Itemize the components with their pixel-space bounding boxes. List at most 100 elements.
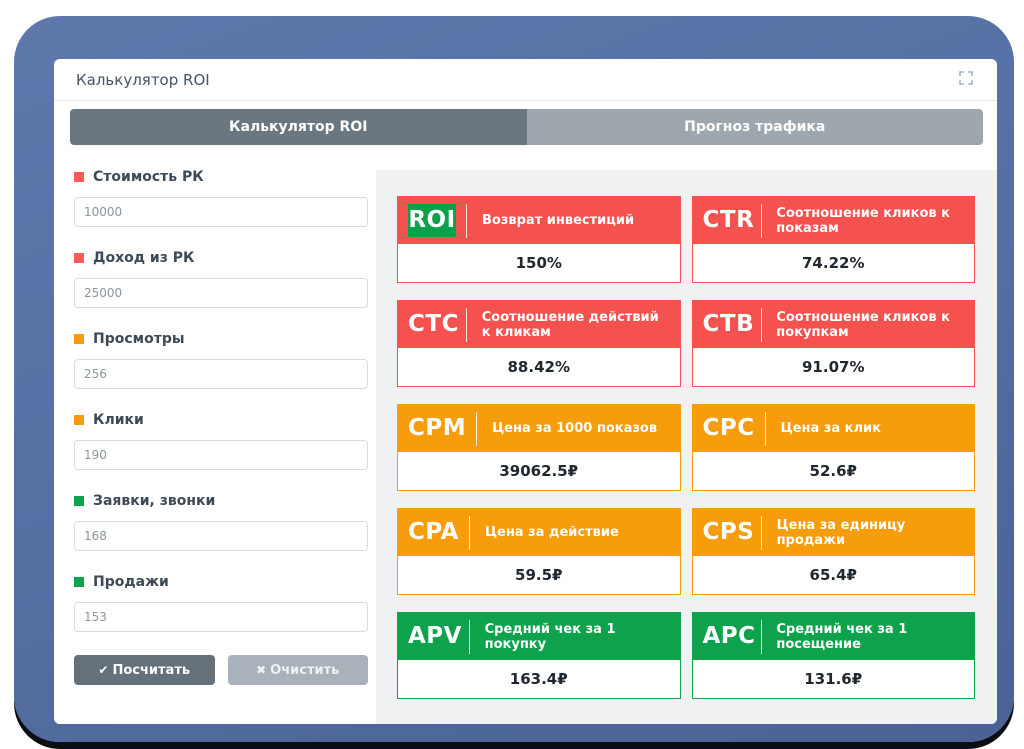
metric-description: Цена за единицу продажи [776, 517, 906, 548]
tab-bar: Калькулятор ROI Прогноз трафика [70, 109, 983, 145]
separator [466, 203, 467, 238]
separator [760, 619, 762, 654]
metric-card-apv: APV Средний чек за 1 покупку 163.4₽ [397, 612, 681, 699]
field-group-clicks: Клики [74, 412, 368, 470]
separator [468, 515, 470, 550]
metric-code: CTR [702, 207, 755, 233]
income-input[interactable] [74, 278, 368, 308]
field-group-sales: Продажи [74, 574, 368, 632]
metric-header: CPC Цена за клик [692, 405, 974, 452]
tab-roi-calculator[interactable]: Калькулятор ROI [70, 109, 527, 145]
metric-header: CPA Цена за действие [398, 509, 680, 556]
window-frame: Калькулятор ROI Калькулятор ROI Прогноз … [14, 16, 1014, 742]
main-content: Стоимость РК Доход из РК Просмотры [54, 145, 997, 724]
metric-header: CPS Цена за единицу продажи [692, 509, 974, 556]
field-label: Заявки, звонки [74, 493, 368, 509]
field-label-text: Заявки, звонки [93, 493, 216, 509]
metric-code: APC [702, 623, 756, 649]
metric-code: CTC [408, 311, 459, 337]
metric-card-ctc: CTC Соотношение действий к кликам 88.42% [397, 300, 681, 387]
metric-value: 52.6₽ [692, 452, 974, 490]
metric-card-apc: APC Средний чек за 1 посещение 131.6₽ [691, 612, 975, 699]
field-label-text: Продажи [93, 574, 169, 590]
views-input[interactable] [74, 359, 368, 389]
metric-card-ctb: CTB Соотношение кликов к покупкам 91.07% [691, 300, 975, 387]
field-label: Клики [74, 412, 368, 428]
metric-code: CTB [702, 311, 755, 337]
metric-description: Цена за действие [484, 525, 619, 540]
red-square-icon [74, 253, 84, 263]
metric-card-cpm: CPM Цена за 1000 показов 39062.5₽ [397, 404, 681, 491]
metric-description: Цена за клик [780, 421, 881, 436]
check-icon: ✔ [98, 663, 109, 677]
metric-value: 91.07% [692, 348, 974, 386]
metric-card-cpc: CPC Цена за клик 52.6₽ [691, 404, 975, 491]
metric-card-roi: ROI Возврат инвестиций 150% [397, 196, 681, 283]
separator [466, 307, 467, 342]
metric-code: CPC [702, 415, 755, 441]
clear-button-label: Очистить [270, 662, 340, 678]
metric-header: APV Средний чек за 1 покупку [398, 613, 680, 660]
metric-header: CPM Цена за 1000 показов [398, 405, 680, 452]
metric-description: Соотношение кликов к покупкам [776, 309, 950, 340]
form-buttons: ✔ Посчитать ✖ Очистить [74, 655, 368, 685]
metric-header: ROI Возврат инвестиций [398, 197, 680, 244]
fullscreen-expand-button[interactable] [957, 69, 975, 90]
x-icon: ✖ [256, 663, 267, 677]
calculate-button[interactable]: ✔ Посчитать [74, 655, 215, 685]
metric-value: 88.42% [398, 348, 680, 386]
green-square-icon [74, 577, 84, 587]
metric-card-ctr: CTR Соотношение кликов к показам 74.22% [691, 196, 975, 283]
orange-square-icon [74, 334, 84, 344]
field-group-leads: Заявки, звонки [74, 493, 368, 551]
field-label: Стоимость РК [74, 169, 368, 185]
metric-value: 150% [398, 244, 680, 282]
field-label-text: Стоимость РК [93, 169, 204, 185]
window-title: Калькулятор ROI [76, 70, 210, 89]
metric-header: APC Средний чек за 1 посещение [692, 613, 974, 660]
field-group-cost: Стоимость РК [74, 169, 368, 227]
metric-code: CPM [408, 415, 467, 441]
cost-input[interactable] [74, 197, 368, 227]
separator [468, 619, 470, 654]
metric-code: CPA [408, 519, 459, 545]
metric-value: 74.22% [692, 244, 974, 282]
metric-description: Средний чек за 1 покупку [484, 621, 616, 652]
field-label-text: Клики [93, 412, 144, 428]
separator [476, 411, 478, 446]
metric-value: 39062.5₽ [398, 452, 680, 490]
clear-button[interactable]: ✖ Очистить [227, 655, 368, 685]
field-label: Продажи [74, 574, 368, 590]
metric-code-badge: ROI [408, 204, 456, 237]
metric-value: 65.4₽ [692, 556, 974, 594]
metric-header: CTR Соотношение кликов к показам [692, 197, 974, 244]
orange-square-icon [74, 415, 84, 425]
red-square-icon [74, 172, 84, 182]
sales-input[interactable] [74, 602, 368, 632]
field-group-views: Просмотры [74, 331, 368, 389]
input-form-panel: Стоимость РК Доход из РК Просмотры [54, 145, 376, 724]
fullscreen-icon [959, 71, 973, 88]
metric-value: 59.5₽ [398, 556, 680, 594]
tab-traffic-forecast[interactable]: Прогноз трафика [526, 109, 983, 145]
field-group-income: Доход из РК [74, 250, 368, 308]
roi-calculator-window: Калькулятор ROI Калькулятор ROI Прогноз … [54, 59, 997, 724]
metric-card-cpa: CPA Цена за действие 59.5₽ [397, 508, 681, 595]
metrics-panel: ROI Возврат инвестиций 150% CTR Соотноше… [376, 170, 997, 724]
field-label-text: Просмотры [93, 331, 185, 347]
field-label: Просмотры [74, 331, 368, 347]
separator [760, 203, 762, 238]
field-label: Доход из РК [74, 250, 368, 266]
separator [760, 307, 762, 342]
field-label-text: Доход из РК [93, 250, 195, 266]
clicks-input[interactable] [74, 440, 368, 470]
calculate-button-label: Посчитать [112, 662, 191, 678]
metric-card-cps: CPS Цена за единицу продажи 65.4₽ [691, 508, 975, 595]
metric-header: CTC Соотношение действий к кликам [398, 301, 680, 348]
titlebar: Калькулятор ROI [54, 59, 997, 101]
leads-input[interactable] [74, 521, 368, 551]
metric-value: 131.6₽ [692, 660, 974, 698]
separator [760, 515, 762, 550]
metric-header: CTB Соотношение кликов к покупкам [692, 301, 974, 348]
metric-description: Соотношение кликов к показам [776, 205, 950, 236]
